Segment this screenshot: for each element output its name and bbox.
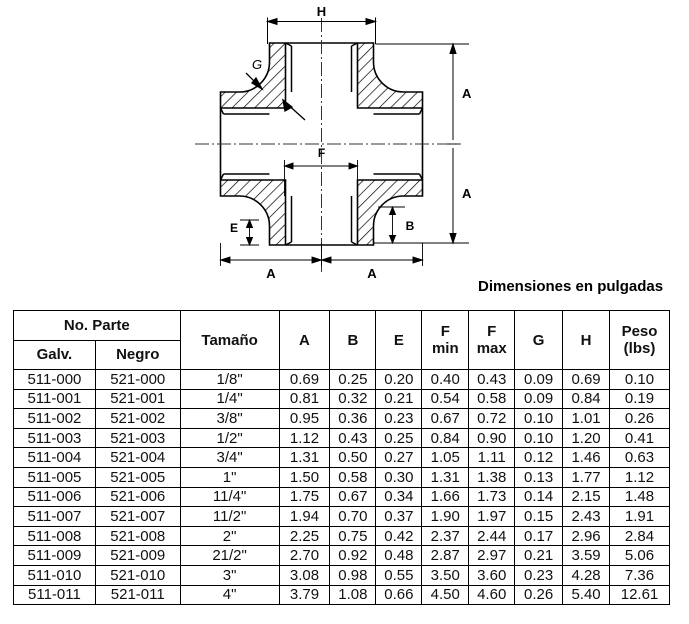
svg-text:G: G: [252, 57, 262, 72]
svg-text:Dimensiones en pulgadas: Dimensiones en pulgadas: [478, 278, 663, 295]
svg-text:H: H: [317, 4, 326, 19]
svg-text:F: F: [318, 146, 325, 160]
svg-text:A: A: [462, 86, 472, 101]
svg-text:E: E: [230, 221, 238, 235]
svg-text:A: A: [367, 266, 377, 281]
svg-text:A: A: [266, 266, 276, 281]
svg-text:B: B: [406, 219, 415, 233]
svg-text:A: A: [462, 186, 472, 201]
